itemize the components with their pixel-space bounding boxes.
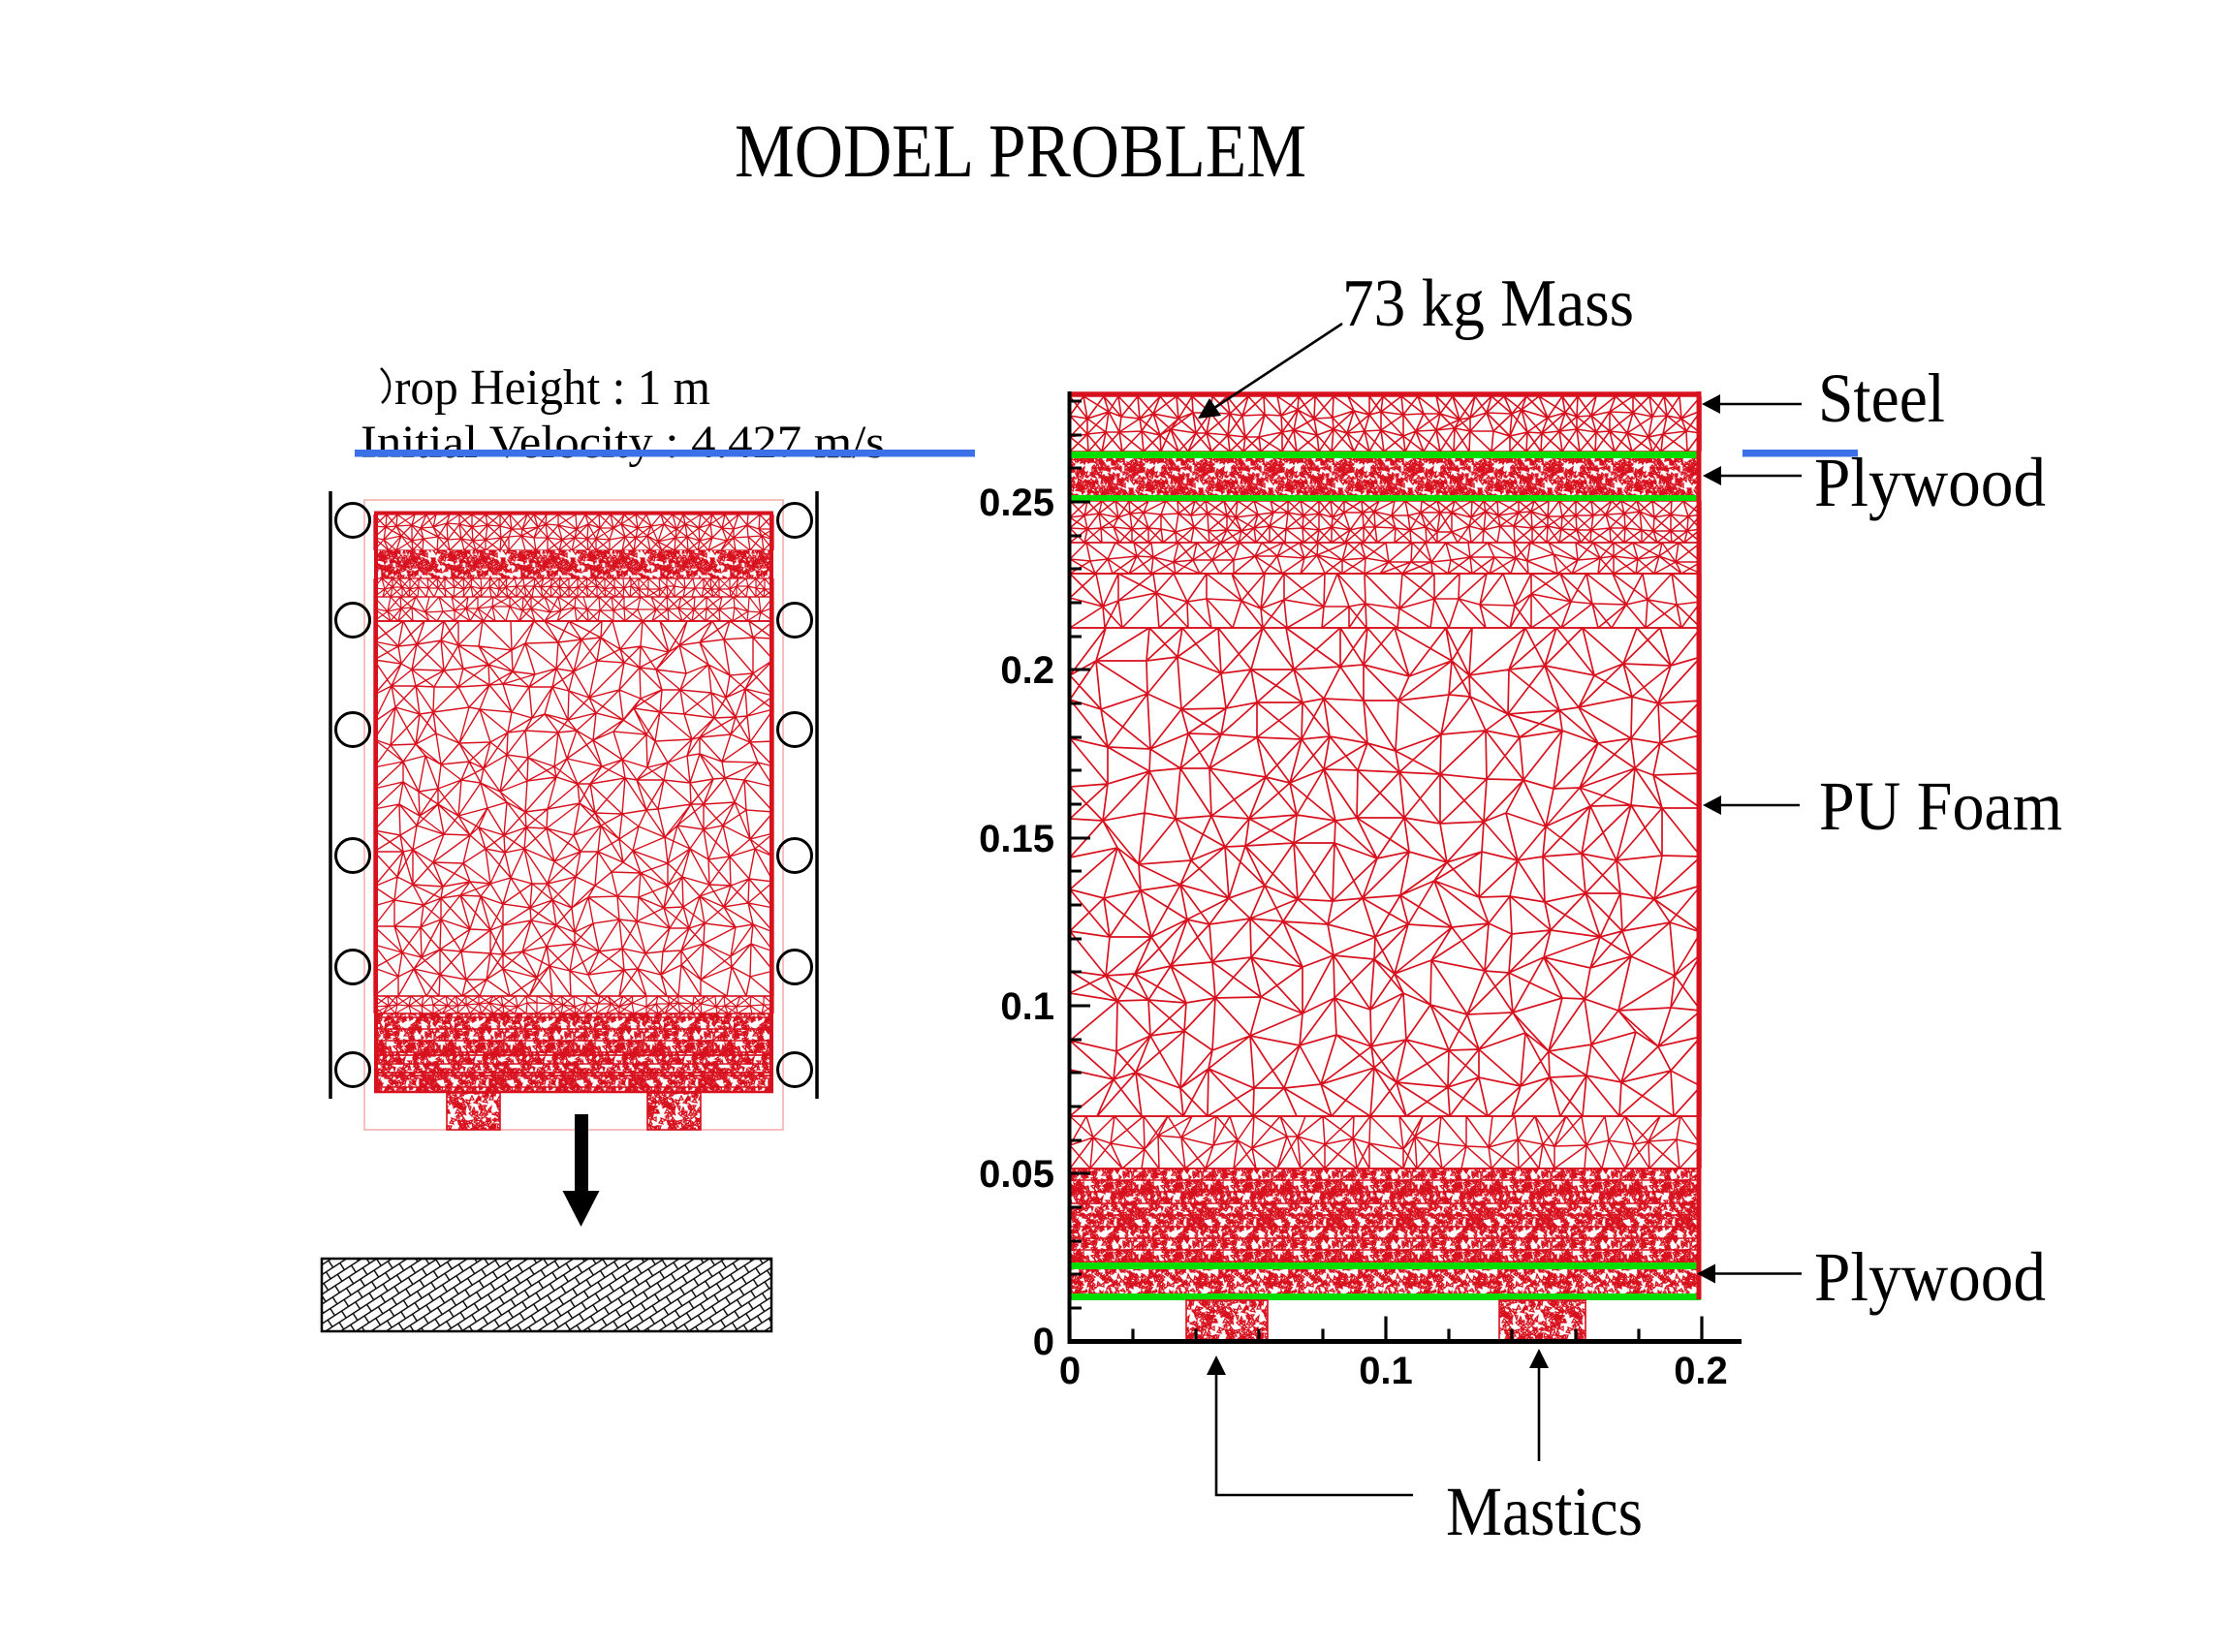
svg-text:rop Height : 1 m: rop Height : 1 m [394,360,710,416]
svg-text:MODEL PROBLEM: MODEL PROBLEM [735,109,1306,193]
svg-text:0.1: 0.1 [1000,985,1054,1028]
svg-text:PU Foam: PU Foam [1819,767,2062,845]
svg-text:Steel: Steel [1818,359,1945,437]
svg-text:Plywood: Plywood [1814,444,2046,521]
svg-text:Initial Velocity : 4.427 m/s: Initial Velocity : 4.427 m/s [361,417,885,468]
svg-text:0: 0 [1059,1350,1081,1392]
svg-text:0: 0 [1033,1321,1054,1363]
svg-text:Plywood: Plywood [1814,1238,2046,1316]
svg-text:0.2: 0.2 [1000,649,1054,692]
svg-text:0.2: 0.2 [1674,1350,1728,1392]
svg-text:0.25: 0.25 [979,482,1054,524]
svg-text:73 kg Mass: 73 kg Mass [1342,266,1634,341]
svg-text:0.1: 0.1 [1359,1350,1413,1392]
svg-text:0.05: 0.05 [979,1153,1054,1196]
svg-text:0.15: 0.15 [979,818,1054,860]
svg-text:Mastics: Mastics [1446,1473,1643,1550]
